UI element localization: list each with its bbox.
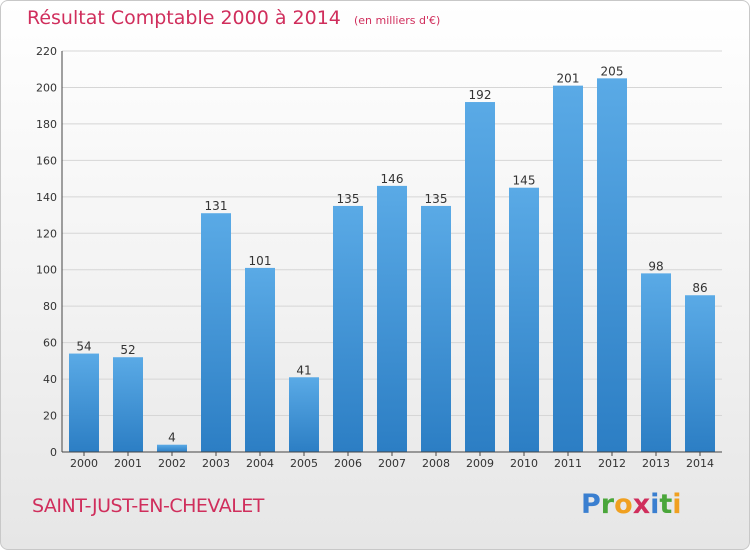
label-layer: 54 52 4 131 101 41 135 146 135 192 145 201 205 98 86: [76, 64, 707, 444]
x-tick-label-2002: 2002: [158, 457, 186, 470]
x-tick-label-2001: 2001: [114, 457, 142, 470]
bar-layer: [69, 78, 715, 453]
bar-2010: [509, 187, 539, 453]
y-tick-label: 180: [36, 118, 57, 131]
y-tick-label: 60: [43, 337, 57, 350]
data-label-2011: 201: [557, 72, 580, 86]
y-tick-label: 20: [43, 410, 57, 423]
y-tick-label: 160: [36, 154, 57, 167]
chart-subtitle: (en milliers d'€): [353, 14, 441, 27]
x-tick-label-2009: 2009: [466, 457, 494, 470]
y-tick-label: 120: [36, 227, 57, 240]
y-tick-label: 220: [36, 45, 57, 58]
data-label-2010: 145: [513, 174, 536, 188]
x-tick-label-2003: 2003: [202, 457, 230, 470]
data-label-2014: 86: [692, 281, 707, 295]
data-label-2008: 135: [425, 192, 448, 206]
bar-2005: [289, 377, 319, 452]
x-tick-label-2014: 2014: [686, 457, 714, 470]
chart-title: Résultat Comptable 2000 à 2014: [27, 7, 341, 29]
data-label-2002: 4: [168, 431, 176, 445]
title-line: Résultat Comptable 2000 à 2014 (en milli…: [27, 7, 440, 29]
x-tick-label-2004: 2004: [246, 457, 274, 470]
place-name: SAINT-JUST-EN-CHEVALET: [32, 495, 264, 517]
axis-layer: 0 20 40 60 80 100 120 140 160 180 200 220 2000 2001 20…: [36, 45, 722, 470]
data-label-2001: 52: [120, 343, 135, 357]
x-tick-label-2008: 2008: [422, 457, 450, 470]
bar-2004: [245, 267, 275, 452]
y-tick-label: 200: [36, 81, 57, 94]
y-tick-label: 0: [50, 446, 57, 459]
bar-2014: [685, 295, 715, 452]
data-label-2004: 101: [249, 254, 272, 268]
x-tick-label-2013: 2013: [642, 457, 670, 470]
y-tick-label: 100: [36, 264, 57, 277]
data-label-2013: 98: [648, 259, 663, 273]
x-tick-label-2012: 2012: [598, 457, 626, 470]
bar-2007: [377, 185, 407, 452]
bar-2012: [597, 78, 627, 452]
bar-2013: [641, 273, 671, 452]
proxiti-logo: Proxiti: [581, 489, 682, 520]
data-label-2003: 131: [205, 199, 228, 213]
data-label-2005: 41: [296, 363, 311, 377]
x-tick-label-2005: 2005: [290, 457, 318, 470]
y-tick-label: 140: [36, 191, 57, 204]
bar-2003: [201, 213, 231, 452]
y-tick-label: 80: [43, 300, 57, 313]
bar-2011: [553, 85, 583, 452]
data-label-2007: 146: [381, 172, 404, 186]
bar-2008: [421, 205, 451, 452]
x-tick-label-2011: 2011: [554, 457, 582, 470]
bar-2009: [465, 102, 495, 452]
bar-2000: [69, 353, 99, 452]
bar-2006: [333, 205, 363, 452]
data-label-2000: 54: [76, 340, 91, 354]
x-tick-label-2006: 2006: [334, 457, 362, 470]
x-tick-label-2000: 2000: [70, 457, 98, 470]
data-label-2006: 135: [337, 192, 360, 206]
bar-2002: [157, 444, 187, 452]
data-label-2009: 192: [469, 88, 492, 102]
x-tick-label-2010: 2010: [510, 457, 538, 470]
x-tick-label-2007: 2007: [378, 457, 406, 470]
y-tick-label: 40: [43, 373, 57, 386]
data-label-2012: 205: [601, 64, 624, 78]
bar-2001: [113, 357, 143, 452]
